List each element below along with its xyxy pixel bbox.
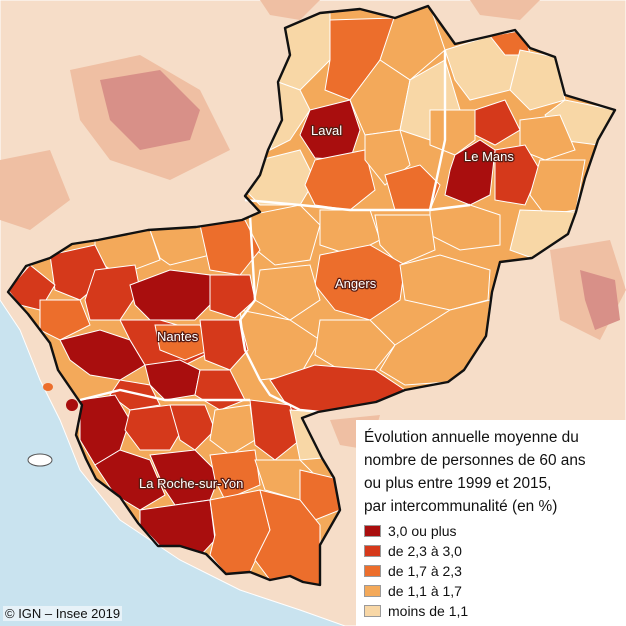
interco [209, 274, 256, 319]
interco [429, 109, 476, 156]
outside-land-patch [470, 0, 540, 20]
department-borders [79, 50, 471, 414]
legend-item: 3,0 ou plus [364, 521, 618, 541]
interco [59, 329, 146, 381]
city-label-angers: Angers [335, 276, 377, 291]
city-label-nantes: Nantes [157, 329, 199, 344]
interco [249, 399, 301, 461]
legend-title: Évolution annuelle moyenne du nombre de … [364, 426, 618, 518]
legend-item: de 2,3 à 3,0 [364, 541, 618, 561]
legend-swatch [364, 525, 381, 537]
legend-label: de 1,1 à 1,7 [388, 583, 462, 599]
interco [129, 269, 216, 321]
interco [299, 469, 341, 521]
legend-label: de 1,7 à 2,3 [388, 563, 462, 579]
legend-item: de 1,1 à 1,7 [364, 581, 618, 601]
city-label-la-roche-sur-yon: La Roche-sur-Yon [139, 476, 243, 491]
copyright-source: © IGN – Insee 2019 [3, 606, 123, 621]
interco [169, 404, 216, 451]
legend-title-line: nombre de personnes de 60 ans [364, 452, 586, 469]
outside-land-patch [100, 70, 200, 150]
outside-land-patch [260, 0, 320, 20]
city-label-le-mans: Le Mans [464, 149, 514, 164]
legend-swatch [364, 545, 381, 557]
legend-swatch [364, 585, 381, 597]
legend-label: de 2,3 à 3,0 [388, 543, 462, 559]
outside-land-patch [580, 270, 620, 330]
map-legend: Évolution annuelle moyenne du nombre de … [356, 420, 626, 626]
legend-item: de 1,7 à 2,3 [364, 561, 618, 581]
legend-label: moins de 1,1 [388, 603, 469, 619]
interco [374, 214, 436, 266]
island [66, 399, 78, 411]
region-border [6, 4, 617, 587]
legend-label: 3,0 ou plus [388, 523, 457, 539]
interco [444, 139, 496, 206]
interco [199, 319, 249, 371]
island [43, 383, 53, 391]
island [27, 453, 53, 467]
legend-item: moins de 1,1 [364, 601, 618, 621]
interco [314, 244, 406, 321]
legend-title-line: ou plus entre 1999 et 2015, [364, 475, 552, 492]
interco [209, 449, 261, 501]
legend-title-line: Évolution annuelle moyenne du [364, 429, 579, 446]
city-label-laval: Laval [311, 123, 342, 138]
interco [519, 114, 576, 161]
legend-swatch [364, 565, 381, 577]
interco [154, 324, 211, 361]
interco [39, 299, 91, 341]
outside-land-patch [0, 150, 70, 230]
legend-title-line: par intercommunalité (en %) [364, 498, 558, 515]
interco [209, 404, 256, 456]
interco [384, 164, 441, 211]
legend-swatch [364, 605, 381, 617]
